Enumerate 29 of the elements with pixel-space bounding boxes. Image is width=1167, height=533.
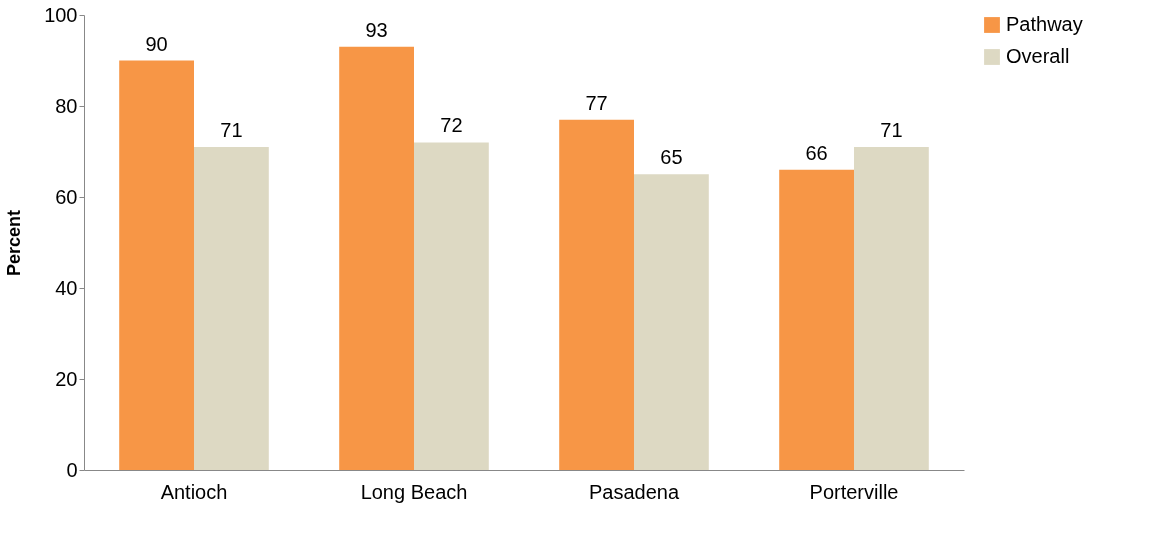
y-tick-label: 20 (55, 367, 78, 390)
data-label: 90 (145, 32, 168, 55)
data-label: 77 (585, 91, 608, 114)
y-tick-label: 0 (66, 458, 78, 481)
bar (559, 119, 634, 470)
x-tick-label: Porterville (809, 480, 899, 503)
y-axis-title: Percent (4, 209, 25, 277)
bar (779, 169, 854, 470)
bar (854, 146, 929, 470)
x-tick-label: Long Beach (360, 480, 468, 503)
x-tick-label: Pasadena (588, 480, 680, 503)
y-tick-label: 40 (55, 276, 78, 299)
bar (119, 60, 194, 470)
x-tick-label: Antioch (160, 480, 228, 503)
y-tick-label: 60 (55, 185, 78, 208)
data-label: 66 (805, 141, 828, 164)
bar (634, 174, 709, 470)
data-label: 72 (440, 114, 463, 137)
bar (414, 142, 489, 470)
legend-label: Overall (1006, 45, 1070, 67)
y-tick-label: 100 (44, 3, 78, 26)
bar (339, 46, 414, 470)
data-label: 71 (880, 118, 903, 141)
y-tick-label: 80 (55, 94, 78, 117)
bar (194, 146, 269, 470)
data-label: 65 (660, 146, 683, 169)
legend-label: Pathway (1006, 13, 1083, 35)
data-label: 93 (365, 18, 388, 41)
data-label: 71 (220, 118, 243, 141)
